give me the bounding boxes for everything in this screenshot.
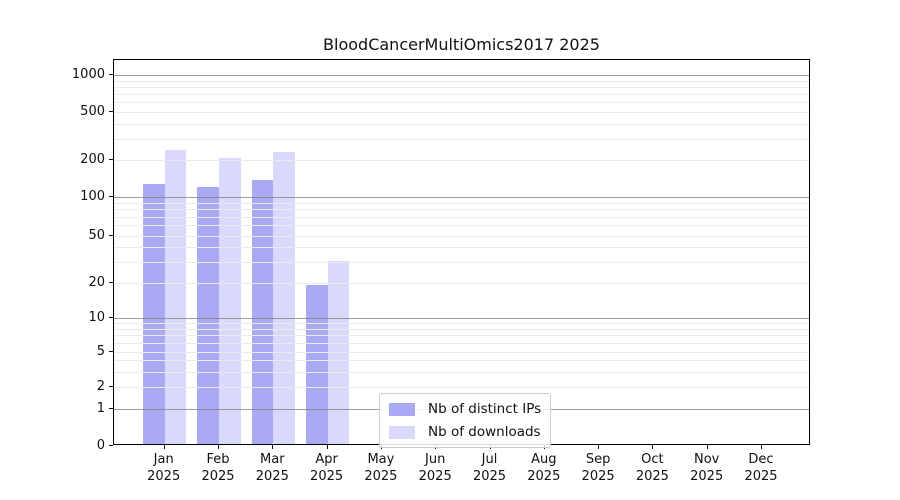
gridline-minor [114,216,809,218]
x-tick-mark [652,445,654,449]
gridline-minor [114,112,809,114]
x-axis-tick-label-jan: Jan 2025 [147,452,181,484]
y-axis-tick-label: 200 [80,151,105,167]
gridline-minor [114,102,809,104]
legend-label: Nb of distinct IPs [428,401,542,417]
y-tick-mark [109,386,113,388]
bar-distinct-ips-feb [197,186,219,444]
y-axis-tick-label: 10 [88,309,105,325]
gridline-major [114,197,809,199]
x-axis-tick-label-oct: Oct 2025 [635,452,669,484]
gridline-minor [114,262,809,264]
y-axis-tick-label: 20 [88,275,105,291]
bar-distinct-ips-jan [143,183,165,444]
chart-title: BloodCancerMultiOmics2017 2025 [323,35,600,54]
y-tick-mark [109,282,113,284]
x-axis-tick-label-jun: Jun 2025 [418,452,452,484]
x-tick-mark [218,445,219,449]
x-axis-tick-label-sep: Sep 2025 [581,452,615,484]
x-axis-tick-label-dec: Dec 2025 [744,452,778,484]
bar-distinct-ips-apr [305,285,328,444]
y-axis-tick-label: 1000 [71,67,105,83]
gridline-minor [114,235,809,237]
legend: Nb of distinct IPs Nb of downloads [379,393,552,448]
y-tick-mark [109,316,113,318]
gridline-major [114,317,809,319]
y-axis-tick-label: 2 [96,379,105,395]
y-axis-tick-label: 5 [96,343,105,359]
x-axis-tick-label-nov: Nov 2025 [690,452,724,484]
gridline-minor [114,138,809,140]
y-tick-mark [109,350,113,352]
y-axis-tick-label: 0 [96,438,105,453]
x-tick-mark [272,445,274,449]
y-tick-mark [109,196,113,198]
bar-downloads-jan [164,149,187,444]
gridline-minor [114,323,809,324]
gridline-minor [114,387,809,389]
distinct-ips-swatch-icon [389,402,415,416]
x-tick-mark [598,445,600,449]
y-tick-mark [109,407,113,409]
gridline-minor [114,351,809,353]
gridline-minor [114,209,809,211]
y-axis-tick-label: 500 [80,104,105,120]
x-axis-tick-label-jul: Jul 2025 [472,452,507,484]
y-axis-tick-label: 1 [96,400,105,416]
gridline-minor [114,328,809,330]
plot-area: Nb of distinct IPs Nb of downloads [113,59,810,448]
gridline-minor [114,335,809,337]
bar-downloads-feb [219,157,241,444]
x-axis-tick-label-mar: Mar 2025 [255,452,289,484]
gridline-minor [114,94,809,96]
gridline-minor [114,371,809,373]
y-tick-mark [109,445,113,446]
gridline-minor [114,123,809,125]
gridline-minor [114,202,809,204]
x-tick-mark [163,445,165,449]
gridline-minor [114,86,809,88]
y-tick-mark [109,158,113,160]
gridline-minor [114,247,809,249]
x-axis-tick-label-apr: Apr 2025 [310,452,344,484]
bar-downloads-mar [273,151,295,444]
y-tick-mark [109,74,113,76]
y-axis-tick-label: 50 [88,227,105,243]
downloads-swatch-icon [389,425,415,439]
x-axis-tick-label-may: May 2025 [364,452,398,484]
y-tick-mark [109,234,113,236]
gridline-minor [114,159,809,161]
gridline-minor [114,360,809,362]
x-tick-mark [326,445,328,449]
gridline-minor [114,225,809,227]
x-tick-mark [761,445,762,449]
legend-item-distinct-ips: Nb of distinct IPs [389,401,541,417]
x-tick-mark [706,445,708,449]
gridline-minor [114,342,809,344]
bar-distinct-ips-mar [251,179,274,444]
x-axis-tick-label-feb: Feb 2025 [201,452,235,484]
gridline-major [114,75,809,77]
x-axis-tick-label-aug: Aug 2025 [527,452,561,484]
y-tick-mark [109,111,113,113]
y-axis-tick-label: 100 [80,189,105,205]
gridline-minor [114,80,809,82]
legend-item-downloads: Nb of downloads [389,424,541,440]
legend-label: Nb of downloads [428,424,541,440]
gridline-minor [114,283,809,285]
